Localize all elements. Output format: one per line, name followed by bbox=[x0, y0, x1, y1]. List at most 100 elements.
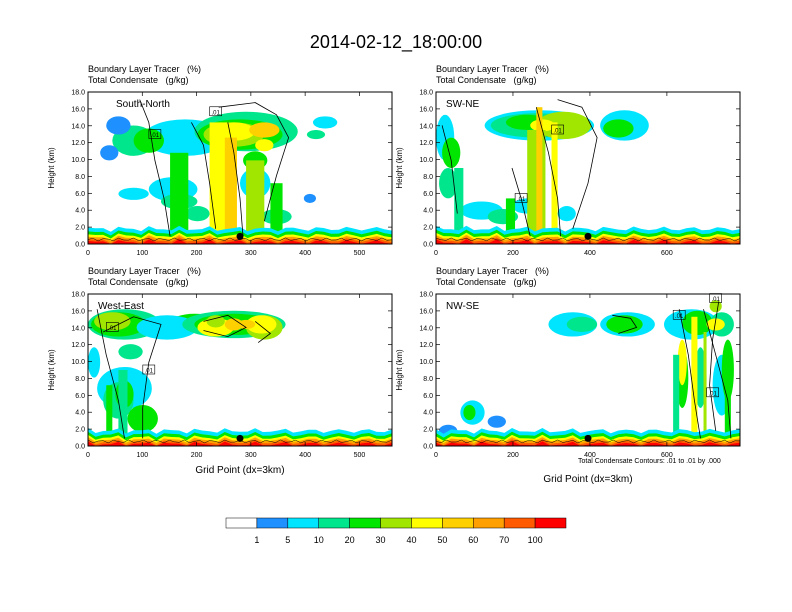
tracer-column bbox=[224, 137, 237, 244]
panel-name: West-East bbox=[98, 301, 144, 312]
colorbar-swatch bbox=[473, 517, 505, 529]
tracer-blob bbox=[197, 318, 234, 337]
y-tick-label: 0.0 bbox=[75, 444, 85, 451]
tracer-column bbox=[536, 107, 543, 244]
condensate-contour bbox=[703, 309, 732, 439]
figure-title: 2014-02-12_18:00:00 bbox=[309, 32, 483, 52]
x-tick-label: 100 bbox=[136, 250, 148, 257]
colorbar-label: 50 bbox=[437, 535, 447, 545]
tracer-blob bbox=[306, 130, 326, 140]
colorbar-label: 20 bbox=[345, 535, 355, 545]
y-tick-label: 6.0 bbox=[75, 393, 85, 400]
colorbar-label: 1 bbox=[254, 535, 259, 545]
tracer-blob bbox=[557, 206, 576, 222]
panel-name: SW-NE bbox=[446, 99, 479, 110]
y-tick-label: 6.0 bbox=[75, 191, 85, 198]
x-tick-label: 100 bbox=[136, 452, 148, 459]
plot-frame bbox=[435, 91, 741, 245]
colorbar-swatch bbox=[503, 517, 536, 529]
condensate-contour bbox=[96, 309, 125, 439]
label-condensate: Total Condensate (g/kg) bbox=[88, 75, 189, 85]
contour-label: .01 bbox=[145, 369, 154, 375]
tracer-blob bbox=[487, 415, 506, 428]
tracer-column bbox=[270, 183, 283, 244]
tracer-blob bbox=[94, 312, 131, 331]
location-marker bbox=[584, 232, 592, 240]
contour-label: .01 bbox=[708, 391, 717, 397]
colorbar: 1 5 10 20 30 40 50 60 70 100 bbox=[225, 517, 567, 545]
contour-label: .01 bbox=[517, 197, 526, 203]
panel-nw-se: .01 .01 .01 0.0 2.0 4.0 6.0 8.0 10.0 12.0 14.0 16.0… bbox=[395, 292, 741, 485]
tracer-blob bbox=[100, 145, 119, 161]
panel-label-nw-se: Boundary Layer Tracer (%) Total Condensat… bbox=[436, 266, 549, 288]
x-tick-label: 0 bbox=[86, 452, 90, 459]
y-tick-label: 0.0 bbox=[423, 444, 433, 451]
label-condensate: Total Condensate (g/kg) bbox=[436, 277, 537, 287]
x-tick-label: 500 bbox=[354, 452, 366, 459]
x-tick-label: 0 bbox=[86, 250, 90, 257]
panel-label-west-east: Boundary Layer Tracer (%) Total Condensat… bbox=[88, 266, 201, 288]
y-tick-label: 10.0 bbox=[419, 157, 433, 164]
y-tick-label: 12.0 bbox=[71, 140, 85, 147]
tracer-field bbox=[88, 92, 392, 244]
tracer-blob bbox=[249, 122, 280, 138]
y-tick-label: 12.0 bbox=[71, 342, 85, 349]
y-tick-label: 16.0 bbox=[419, 308, 433, 315]
label-condensate: Total Condensate (g/kg) bbox=[436, 75, 537, 85]
colorbar-label: 5 bbox=[285, 535, 290, 545]
tracer-field bbox=[436, 92, 740, 244]
tracer-blob bbox=[255, 139, 274, 152]
condensate-contour bbox=[678, 309, 701, 439]
tracer-column bbox=[454, 168, 464, 244]
x-tick-label: 400 bbox=[299, 250, 311, 257]
tracer-blob bbox=[88, 347, 101, 378]
y-tick-label: 16.0 bbox=[71, 308, 85, 315]
condensate-contour bbox=[191, 122, 217, 229]
tracer-blob bbox=[118, 187, 149, 200]
panel-label-sw-ne: Boundary Layer Tracer (%) Total Condensat… bbox=[436, 64, 549, 86]
tracer-column bbox=[505, 198, 516, 244]
y-tick-label: 18.0 bbox=[71, 292, 85, 299]
x-tick-label: 200 bbox=[507, 250, 519, 257]
y-tick-label: 12.0 bbox=[419, 342, 433, 349]
plot-frame bbox=[87, 91, 393, 245]
contour-label-box bbox=[142, 364, 156, 375]
contour-label-box bbox=[514, 193, 528, 203]
contour-footnote: Total Condensate Contours: .01 to .01 by… bbox=[578, 458, 721, 465]
tracer-column bbox=[673, 354, 680, 446]
tracer-blob bbox=[603, 119, 634, 138]
x-tick-label: 0 bbox=[434, 250, 438, 257]
x-tick-label: 200 bbox=[507, 452, 519, 459]
contour-label: .01 bbox=[151, 133, 160, 139]
tracer-blob bbox=[185, 206, 210, 222]
tracer-blob bbox=[236, 319, 256, 329]
plot-frame bbox=[87, 293, 393, 447]
y-tick-label: 12.0 bbox=[419, 140, 433, 147]
tracer-blob bbox=[677, 339, 687, 386]
y-tick-label: 2.0 bbox=[75, 225, 85, 232]
y-tick-label: 2.0 bbox=[423, 225, 433, 232]
colorbar-swatch bbox=[380, 517, 412, 529]
condensate-contour bbox=[441, 125, 458, 214]
y-tick-label: 14.0 bbox=[419, 325, 433, 332]
colorbar-swatch bbox=[442, 517, 474, 529]
colorbar-label: 40 bbox=[406, 535, 416, 545]
x-tick-label: 400 bbox=[299, 452, 311, 459]
colorbar-swatch bbox=[349, 517, 381, 529]
y-tick-label: 4.0 bbox=[423, 410, 433, 417]
y-tick-label: 4.0 bbox=[75, 410, 85, 417]
y-tick-label: 8.0 bbox=[423, 174, 433, 181]
contour-label-box bbox=[209, 106, 222, 117]
location-marker bbox=[236, 232, 244, 240]
condensate-contour bbox=[227, 122, 244, 237]
y-tick-label: 10.0 bbox=[419, 359, 433, 366]
contour-label-box bbox=[672, 309, 686, 320]
label-condensate: Total Condensate (g/kg) bbox=[88, 277, 189, 287]
condensate-contour bbox=[557, 99, 598, 229]
x-tick-label: 400 bbox=[584, 250, 596, 257]
x-tick-label: 300 bbox=[245, 452, 257, 459]
y-tick-label: 0.0 bbox=[423, 242, 433, 249]
y-tick-label: 14.0 bbox=[419, 123, 433, 130]
plot-background bbox=[436, 92, 740, 244]
